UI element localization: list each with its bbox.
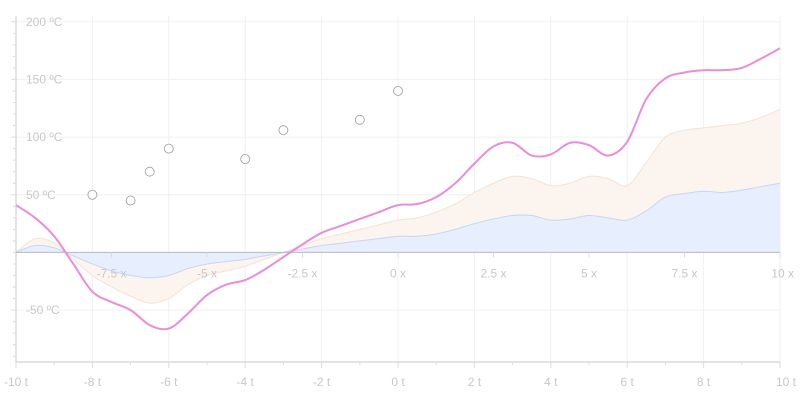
y-tick-label: 100 ºC <box>26 130 63 144</box>
y-tick-label: -50 ºC <box>26 303 60 317</box>
x-bottom-tick-label: 10 t <box>776 375 797 389</box>
y-tick-label: 50 ºC <box>26 188 56 202</box>
line-series-2 <box>15 47 781 331</box>
scatter-point <box>240 154 251 164</box>
scatter-point <box>393 86 403 96</box>
x-bottom-tick-label: 8 t <box>697 375 711 389</box>
x-bottom-tick-label: 4 t <box>544 375 558 389</box>
axes <box>11 16 781 368</box>
x-bottom-tick-label: -6 t <box>160 375 178 389</box>
x-inner-tick-label: 5 x <box>581 266 597 280</box>
area-edge-1 <box>15 108 781 304</box>
x-bottom-tick-label: 6 t <box>621 375 635 389</box>
scatter-point <box>87 189 98 200</box>
x-bottom-tick-label: -8 t <box>84 375 102 389</box>
y-tick-label: 200 ºC <box>26 15 63 29</box>
scatter-point <box>278 125 289 136</box>
x-inner-tick-label: -2.5 x <box>287 266 317 280</box>
area-edge-0 <box>15 182 781 279</box>
x-bottom-tick-label: 2 t <box>468 375 482 389</box>
scatter-points <box>87 86 403 206</box>
tick-labels: 200 ºC 150 ºC 100 ºC 50 ºC -50 ºC -10 t -8 t -6… <box>4 15 797 389</box>
scatter-point <box>125 195 136 206</box>
x-inner-tick-label: 0 x <box>390 266 406 280</box>
x-bottom-tick-label: -4 t <box>237 375 255 389</box>
scatter-point <box>354 114 365 125</box>
x-inner-tick-label: -5 x <box>197 266 217 280</box>
x-inner-tick-label: 2.5 x <box>480 266 506 280</box>
x-inner-tick-label: 10 x <box>771 266 794 280</box>
x-inner-tick-label: 7.5 x <box>671 266 697 280</box>
y-tick-label: 150 ºC <box>26 72 63 86</box>
x-bottom-tick-label: 0 t <box>391 375 405 389</box>
scatter-point <box>144 166 155 177</box>
x-inner-tick-label: -7.5 x <box>96 266 126 280</box>
x-bottom-tick-label: -10 t <box>4 375 29 389</box>
line-series <box>15 47 781 331</box>
x-bottom-tick-label: -2 t <box>313 375 331 389</box>
scatter-point <box>163 143 174 154</box>
